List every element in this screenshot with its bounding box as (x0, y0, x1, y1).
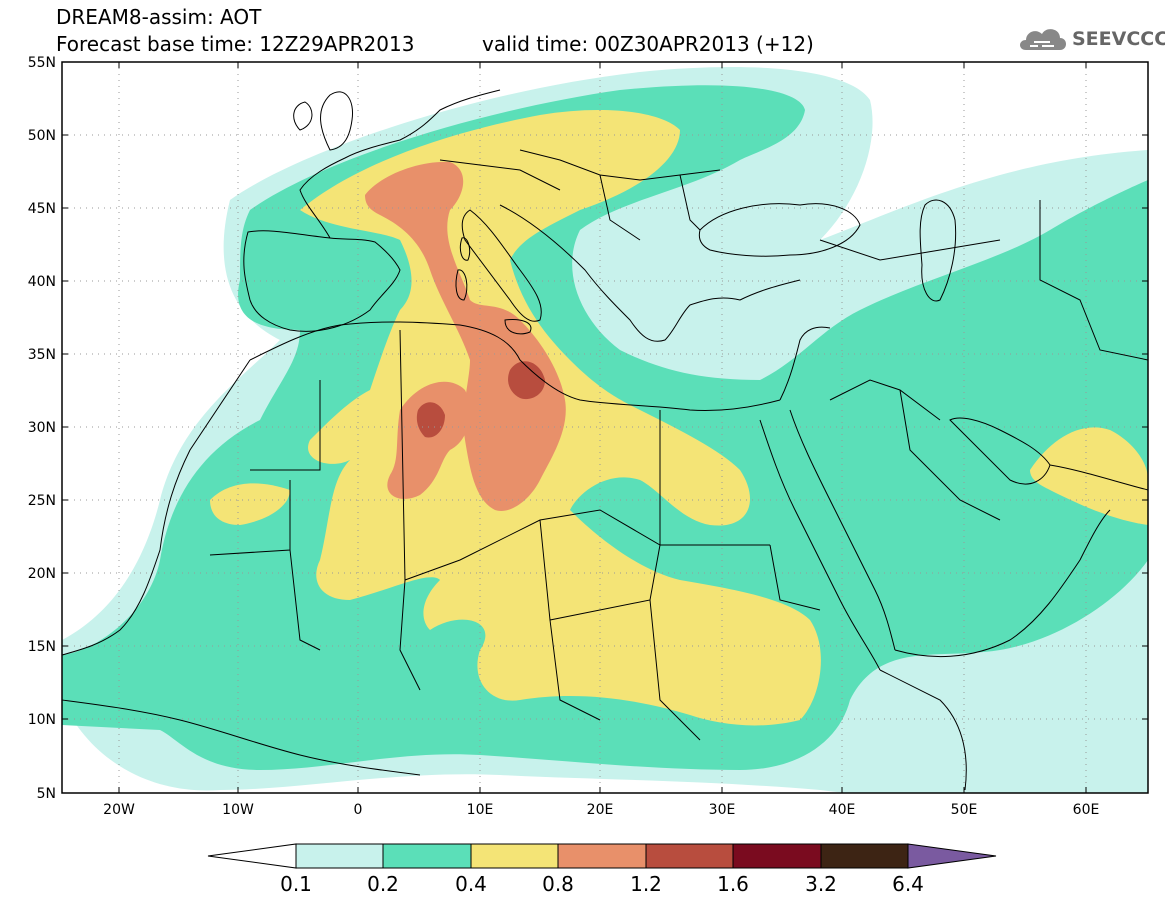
colorbar-label: 6.4 (892, 872, 924, 896)
colorbar-bin (470, 843, 559, 869)
lat-label: 5N (37, 786, 56, 802)
aot-field (62, 62, 1148, 793)
logo-text: SEEVCCC (1072, 28, 1165, 50)
lon-label: 30E (709, 802, 736, 818)
lat-label: 20N (28, 566, 56, 582)
lat-label: 15N (28, 639, 56, 655)
aot-level-0.8 (365, 161, 566, 511)
colorbar-bin (645, 843, 734, 869)
graticule (62, 62, 1148, 793)
lon-label: 20E (587, 802, 614, 818)
cloud-icon (1020, 29, 1066, 50)
lat-label: 40N (28, 274, 56, 290)
lon-label: 50E (951, 802, 978, 818)
colorbar-bin (382, 843, 472, 869)
lon-label: 10E (467, 802, 494, 818)
colorbar-bin (557, 843, 647, 869)
lat-label: 55N (28, 55, 56, 71)
colorbar-bin (732, 843, 822, 869)
colorbar-low-arrow (207, 843, 297, 869)
lon-label: 20W (103, 802, 135, 818)
lon-label: 10W (222, 802, 254, 818)
lat-label: 35N (28, 347, 56, 363)
seevccc-logo: SEEVCCC (1016, 20, 1165, 60)
lat-label: 50N (28, 128, 56, 144)
colorbar-label: 1.6 (717, 872, 749, 896)
lon-label: 0 (354, 802, 363, 818)
axis-ticks (62, 62, 1148, 793)
coastlines (62, 89, 1148, 791)
forecast-base-time: Forecast base time: 12Z29APR2013 (56, 32, 415, 56)
lat-label: 25N (28, 493, 56, 509)
aot-level-1.2 (508, 361, 545, 400)
colorbar-label: 0.4 (455, 872, 487, 896)
colorbar-bin (295, 843, 384, 869)
colorbar-label: 0.2 (367, 872, 399, 896)
colorbar-label: 3.2 (805, 872, 837, 896)
lat-label: 10N (28, 712, 56, 728)
colorbar-label: 0.8 (542, 872, 574, 896)
colorbar: 0.1 0.2 0.4 0.8 1.2 1.6 3.2 6.4 (207, 843, 997, 896)
lon-label: 60E (1073, 802, 1100, 818)
colorbar-bin (820, 843, 909, 869)
colorbar-high-arrow (907, 843, 997, 869)
lat-label: 30N (28, 420, 56, 436)
lat-label: 45N (28, 201, 56, 217)
valid-time: valid time: 00Z30APR2013 (+12) (482, 32, 814, 56)
lon-label: 40E (829, 802, 856, 818)
colorbar-label: 0.1 (280, 872, 312, 896)
map-title: DREAM8-assim: AOT (56, 5, 262, 29)
lon-labels: 20W 10W 0 10E 20E 30E 40E 50E 60E (103, 802, 1099, 818)
lat-labels: 55N 50N 45N 40N 35N 30N 25N 20N 15N 10N … (28, 55, 56, 802)
colorbar-label: 1.2 (630, 872, 662, 896)
